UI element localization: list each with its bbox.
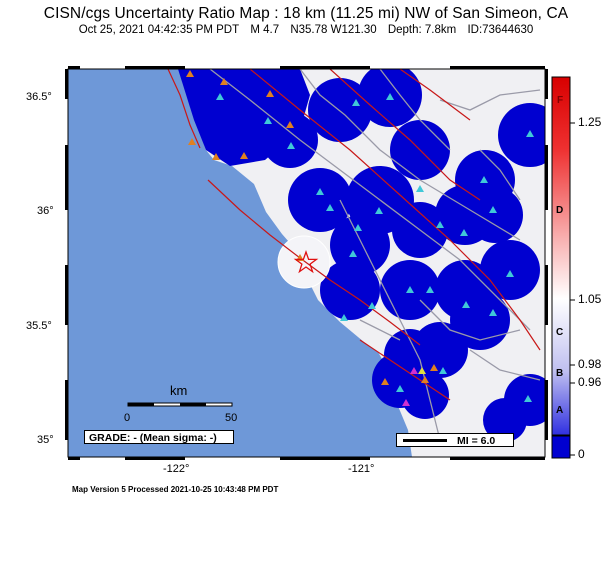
lat-label-35: 35° [37, 434, 54, 446]
roads [209, 69, 541, 441]
grade-letter-c: C [556, 327, 564, 338]
faults [167, 69, 541, 401]
grade-letter-b: B [556, 368, 564, 379]
colorbar-value-0: 0 [578, 447, 585, 461]
epicenter-star-icon [293, 250, 319, 274]
scale-max: 50 [225, 412, 238, 424]
lat-label-36-5: 36.5° [26, 91, 52, 103]
mi-line [403, 439, 447, 442]
mi-legend: MI = 6.0 [396, 433, 514, 447]
scale-min: 0 [124, 412, 131, 424]
scale-unit: km [170, 383, 188, 398]
map-border-ticks [65, 66, 548, 460]
grade-letter-d: D [556, 205, 564, 216]
lat-label-35-5: 35.5° [26, 320, 52, 332]
map-title: CISN/cgs Uncertainty Ratio Map : 18 km (… [43, 5, 569, 22]
colorbar-value-0-96: 0.96 [578, 375, 602, 389]
event-datetime: Oct 25, 2021 04:42:35 PM PDT [78, 24, 240, 36]
event-details: Oct 25, 2021 04:42:35 PM PDT M 4.7 N35.7… [0, 24, 612, 36]
colorbar-value-1-05: 1.05 [578, 292, 602, 306]
stations [186, 70, 534, 406]
colorbar [551, 76, 575, 459]
colorbar-value-1-25: 1.25 [578, 115, 602, 129]
event-location: N35.78 W121.30 [290, 24, 377, 36]
grade-box: GRADE: - (Mean sigma: -) [84, 430, 234, 444]
map-area [68, 69, 545, 457]
colorbar-value-0-98: 0.98 [578, 357, 602, 371]
event-id: ID:73644630 [467, 24, 534, 36]
lon-label-122: -122° [163, 463, 190, 475]
mi-legend-text: MI = 6.0 [457, 435, 496, 447]
event-magnitude: M 4.7 [250, 24, 280, 36]
map-version-footer: Map Version 5 Processed 2021-10-25 10:43… [72, 485, 279, 494]
lat-label-36: 36° [37, 205, 54, 217]
grade-letter-f: F [557, 95, 564, 106]
epicenter-zone [277, 235, 331, 289]
grade-letter-a: A [556, 405, 564, 416]
event-depth: Depth: 7.8km [387, 24, 457, 36]
lon-label-121: -121° [348, 463, 375, 475]
scale-bar [127, 402, 233, 407]
